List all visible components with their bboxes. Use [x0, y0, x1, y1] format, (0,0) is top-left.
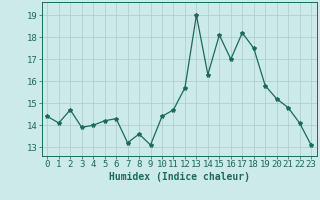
X-axis label: Humidex (Indice chaleur): Humidex (Indice chaleur)	[109, 172, 250, 182]
